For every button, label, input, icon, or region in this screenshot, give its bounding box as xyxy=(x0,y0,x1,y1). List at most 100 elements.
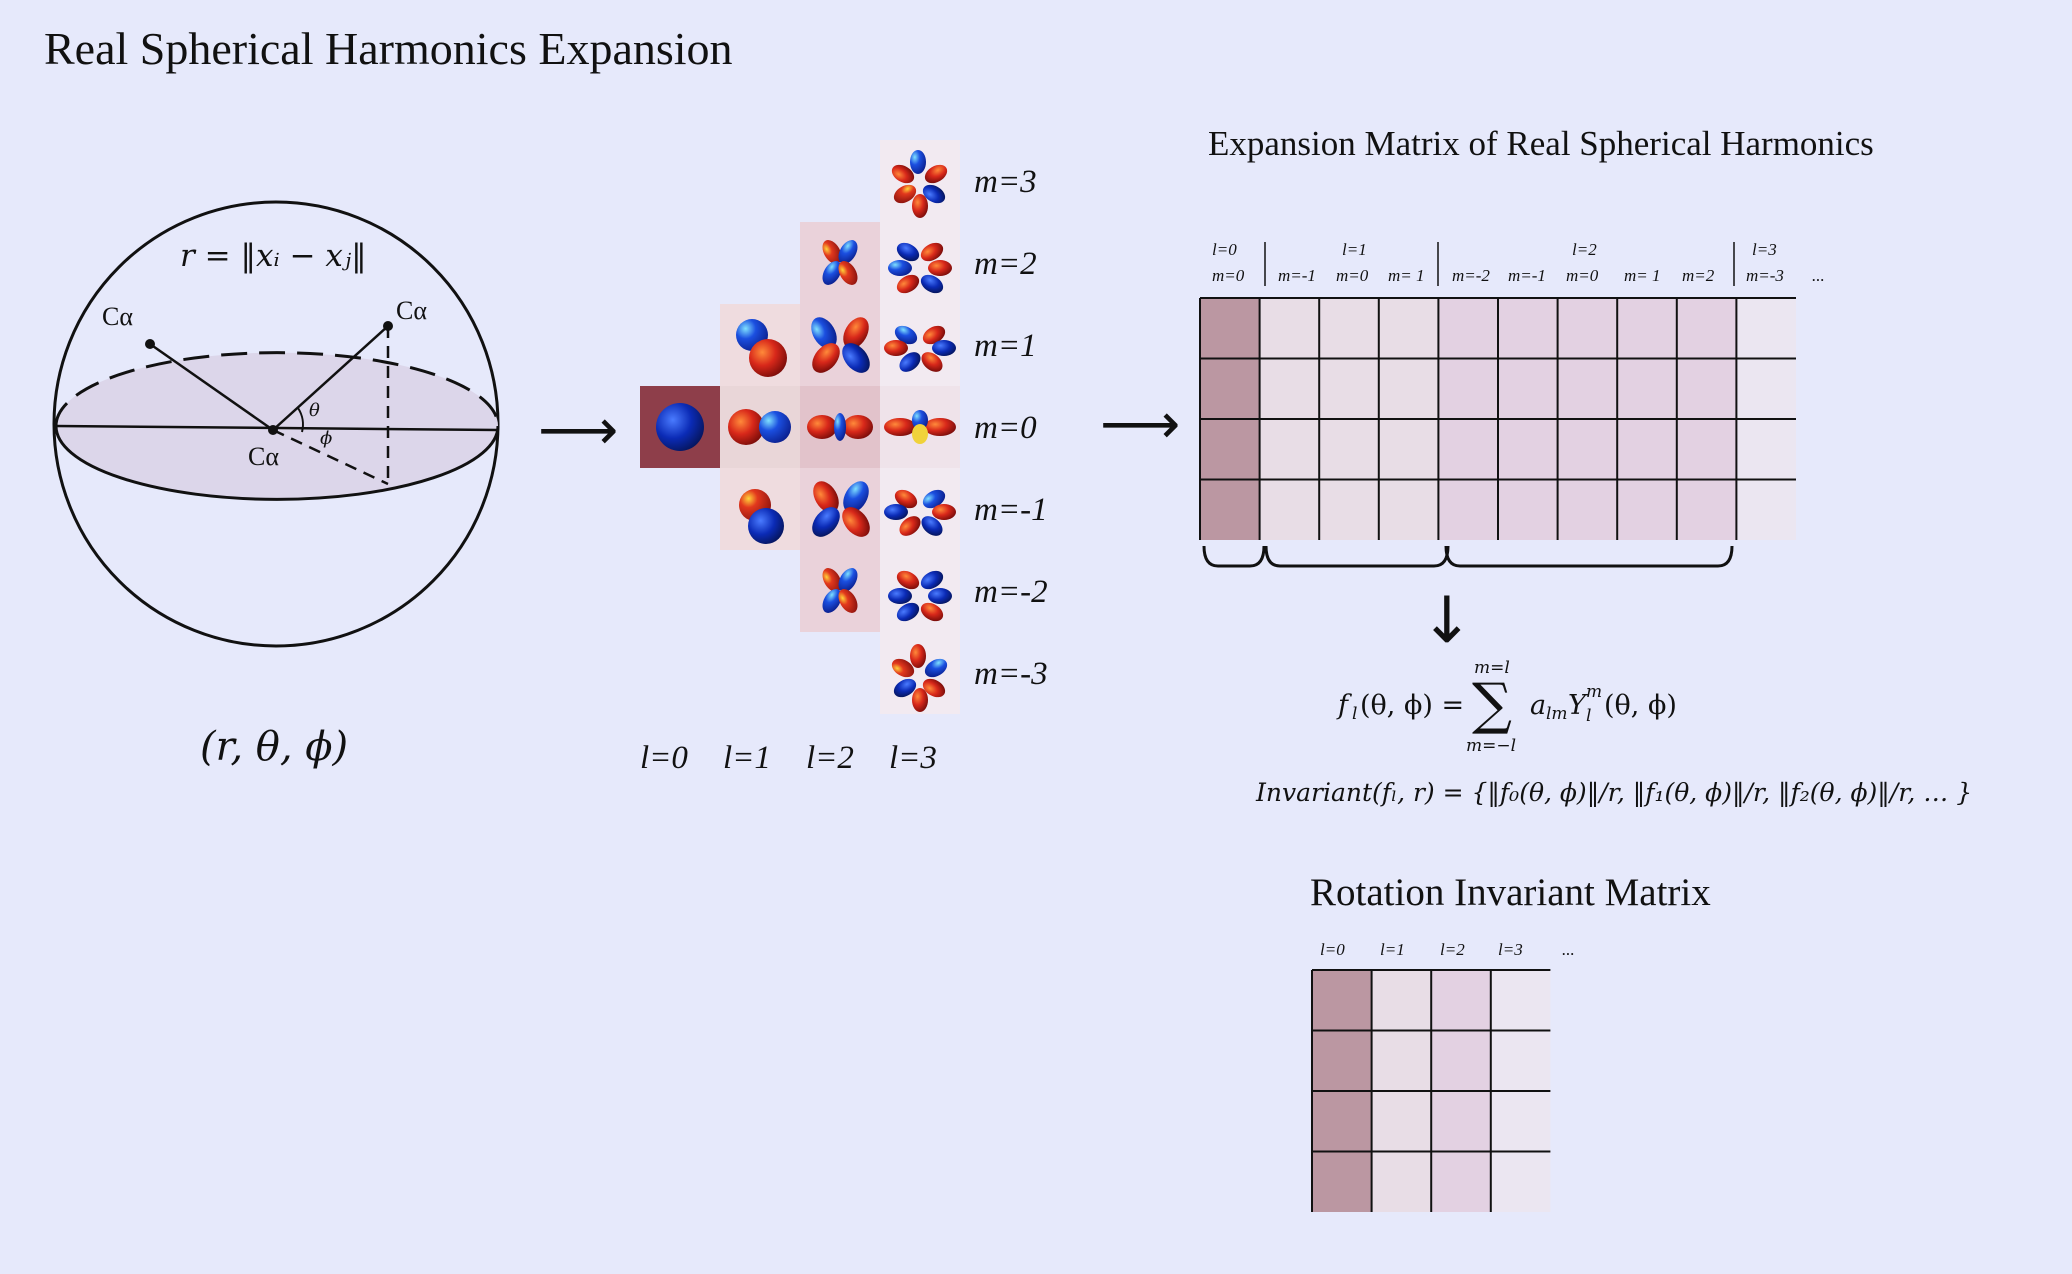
harmonic-l2-m0 xyxy=(807,413,873,441)
l-label-0: l=0 xyxy=(640,740,688,776)
atom-center-dot xyxy=(268,425,278,435)
expansion-cell-2-6 xyxy=(1557,419,1618,480)
expansion-cell-2-8 xyxy=(1676,419,1737,480)
expansion-cell-0-8 xyxy=(1676,298,1737,359)
rotation-cell-2-2 xyxy=(1431,1091,1491,1152)
theta-label: θ xyxy=(309,400,320,421)
harmonic-l1-m1 xyxy=(736,319,787,377)
harmonic-l2-m-2 xyxy=(822,568,858,613)
equatorial-plane-back xyxy=(56,352,498,426)
expansion-cell-3-4 xyxy=(1438,479,1498,540)
expansion-cell-0-7 xyxy=(1617,298,1677,359)
m-label-neg2: m=-2 xyxy=(974,574,1048,610)
sphere-outline xyxy=(52,200,500,648)
hdr-m-0: m=0 xyxy=(1212,266,1245,285)
hdr-m-5: m=-1 xyxy=(1508,266,1546,285)
rotation-cell-0-1 xyxy=(1371,970,1432,1031)
m-label-neg3: m=-3 xyxy=(974,656,1048,692)
rotation-cell-1-1 xyxy=(1371,1030,1432,1091)
cell-l2-m-1 xyxy=(800,468,880,550)
harmonic-l0-m0 xyxy=(656,403,704,451)
projection-plane xyxy=(272,428,389,486)
expansion-cell-1-5 xyxy=(1498,358,1558,419)
expansion-cell-1-1 xyxy=(1259,358,1320,419)
expansion-cell-2-2 xyxy=(1319,419,1379,480)
radius-formula: r = ‖xᵢ − xⱼ‖ xyxy=(180,238,367,274)
expansion-cell-1-3 xyxy=(1378,358,1439,419)
formula-Y: Y xyxy=(1568,690,1586,721)
expansion-cell-3-8 xyxy=(1676,479,1737,540)
rotation-cell-1-2 xyxy=(1431,1030,1491,1091)
formula-f: f xyxy=(1338,690,1348,721)
expansion-cell-1-8 xyxy=(1676,358,1737,419)
equator-front xyxy=(54,425,500,501)
harmonic-l3-m-1 xyxy=(884,489,956,536)
expansion-cell-0-1 xyxy=(1259,298,1320,359)
expansion-cell-3-3 xyxy=(1378,479,1439,540)
l-label-3: l=3 xyxy=(889,740,937,776)
atom-label-left: Cα xyxy=(102,302,133,331)
cell-l2-m-2 xyxy=(800,550,880,632)
page-title: Real Spherical Harmonics Expansion xyxy=(44,23,733,74)
rotation-cell-2-3 xyxy=(1490,1091,1551,1152)
expansion-cell-3-1 xyxy=(1259,479,1320,540)
expansion-cell-1-7 xyxy=(1617,358,1677,419)
formula-Y-sub: l xyxy=(1586,706,1592,726)
equatorial-plane-front xyxy=(56,426,498,500)
spherical-coordinates: (r, θ, ϕ) xyxy=(200,724,349,770)
expansion-cell-1-9 xyxy=(1736,358,1796,419)
hdr-m-2: m=0 xyxy=(1336,266,1369,285)
expansion-cell-1-0 xyxy=(1200,358,1260,419)
expansion-cell-0-0 xyxy=(1200,298,1260,359)
formula-sum-bottom: m=−l xyxy=(1466,736,1517,756)
expansion-cell-1-4 xyxy=(1438,358,1498,419)
expansion-cell-0-5 xyxy=(1498,298,1558,359)
rotation-cell-3-2 xyxy=(1431,1151,1491,1212)
hdr-m-1: m=-1 xyxy=(1278,266,1316,285)
harmonic-l3-m-3 xyxy=(891,644,948,712)
formula-lhs-args: (θ, ϕ) = xyxy=(1360,690,1465,721)
expansion-cell-1-2 xyxy=(1319,358,1379,419)
equator-back xyxy=(54,351,500,427)
expansion-matrix-grid xyxy=(1199,242,1796,568)
arrow-down: ↓ xyxy=(1420,584,1474,658)
hdr-m-9: m=-3 xyxy=(1746,266,1784,285)
harmonic-l2-m-1 xyxy=(812,481,870,537)
expansion-cell-1-6 xyxy=(1557,358,1618,419)
bracket-l2 xyxy=(1444,545,1734,568)
invariant-formula: Invariant(fₗ, r) = {‖f₀(θ, ϕ)‖/r, ‖f₁(θ,… xyxy=(1256,778,1973,807)
expansion-cell-3-7 xyxy=(1617,479,1677,540)
sphere-diagram xyxy=(52,200,500,648)
expansion-cell-0-4 xyxy=(1438,298,1498,359)
formula-f-sub: l xyxy=(1352,704,1358,724)
harmonic-l3-m-2 xyxy=(888,570,952,622)
hdr-m-4: m=-2 xyxy=(1452,266,1490,285)
hdr-l-3: l=3 xyxy=(1752,240,1777,259)
cell-l2-m1 xyxy=(800,304,880,386)
rotation-cell-1-0 xyxy=(1312,1030,1372,1091)
hdr-m-6: m=0 xyxy=(1566,266,1599,285)
harmonic-l3-m1 xyxy=(884,325,956,372)
expansion-cell-2-3 xyxy=(1378,419,1439,480)
expansion-cell-2-7 xyxy=(1617,419,1677,480)
harmonic-l3-m2 xyxy=(888,242,952,294)
cell-l2-m2 xyxy=(800,222,880,304)
harmonic-l1-m0 xyxy=(728,409,791,445)
expansion-cell-0-6 xyxy=(1557,298,1618,359)
expansion-cell-2-0 xyxy=(1200,419,1260,480)
m-label-3: m=3 xyxy=(974,164,1037,200)
expansion-cell-2-4 xyxy=(1438,419,1498,480)
bracket-l1 xyxy=(1264,545,1450,568)
m-label-0: m=0 xyxy=(974,410,1037,446)
hdr-m-3: m= 1 xyxy=(1388,266,1425,285)
hdr-l-2: l=2 xyxy=(1572,240,1597,259)
harmonic-l1-m-1 xyxy=(739,489,784,544)
arrow-right-2: ⟶ xyxy=(1100,392,1181,457)
rot-hdr-3: l=3 xyxy=(1498,940,1523,959)
formula-Y-sup: m xyxy=(1586,682,1603,702)
hdr-l-0: l=0 xyxy=(1212,240,1237,259)
l-label-2: l=2 xyxy=(806,740,854,776)
expansion-cell-3-6 xyxy=(1557,479,1618,540)
formula-sum: ∑ xyxy=(1472,672,1512,737)
